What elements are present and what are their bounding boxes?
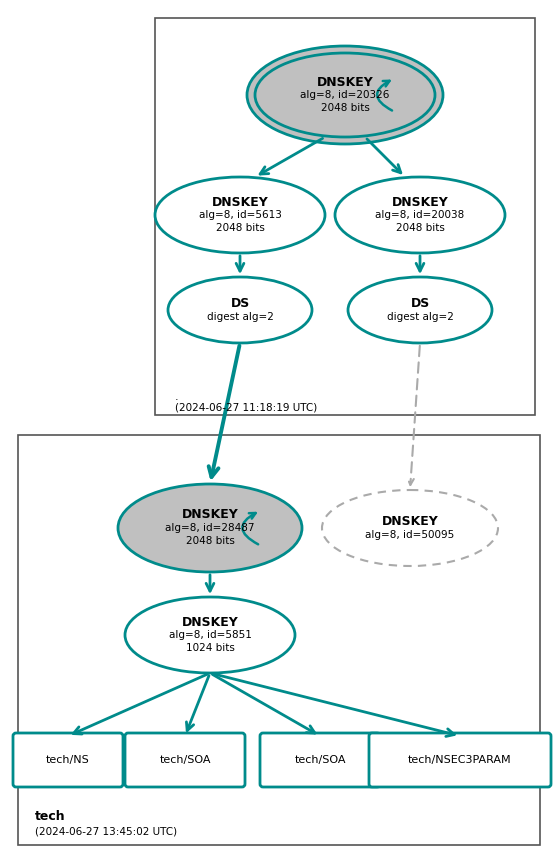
Text: DNSKEY: DNSKEY xyxy=(392,195,448,208)
Text: 2048 bits: 2048 bits xyxy=(216,223,265,233)
Ellipse shape xyxy=(168,277,312,343)
Text: alg=8, id=20038: alg=8, id=20038 xyxy=(375,210,465,220)
Text: 2048 bits: 2048 bits xyxy=(185,536,234,546)
Ellipse shape xyxy=(155,177,325,253)
Text: tech/NSEC3PARAM: tech/NSEC3PARAM xyxy=(408,755,512,765)
Text: 2048 bits: 2048 bits xyxy=(321,103,369,113)
Text: DNSKEY: DNSKEY xyxy=(316,75,373,88)
Ellipse shape xyxy=(348,277,492,343)
Text: DNSKEY: DNSKEY xyxy=(212,195,268,208)
Text: digest alg=2: digest alg=2 xyxy=(387,311,453,322)
Text: DS: DS xyxy=(231,297,250,310)
Text: tech/NS: tech/NS xyxy=(46,755,90,765)
Text: .: . xyxy=(175,392,179,402)
Ellipse shape xyxy=(255,53,435,137)
Text: alg=8, id=5613: alg=8, id=5613 xyxy=(198,210,281,220)
Ellipse shape xyxy=(118,484,302,572)
Ellipse shape xyxy=(247,46,443,144)
Text: alg=8, id=28487: alg=8, id=28487 xyxy=(165,523,255,533)
Bar xyxy=(18,435,540,845)
Ellipse shape xyxy=(335,177,505,253)
FancyBboxPatch shape xyxy=(260,733,380,787)
Text: alg=8, id=50095: alg=8, id=50095 xyxy=(365,529,455,540)
Text: tech: tech xyxy=(35,810,66,823)
Ellipse shape xyxy=(322,490,498,566)
Bar xyxy=(155,18,535,415)
FancyBboxPatch shape xyxy=(369,733,551,787)
Text: digest alg=2: digest alg=2 xyxy=(207,311,273,322)
FancyBboxPatch shape xyxy=(125,733,245,787)
Text: (2024-06-27 13:45:02 UTC): (2024-06-27 13:45:02 UTC) xyxy=(35,827,177,837)
Text: DNSKEY: DNSKEY xyxy=(182,509,238,522)
FancyBboxPatch shape xyxy=(13,733,123,787)
Text: 2048 bits: 2048 bits xyxy=(395,223,444,233)
Text: DS: DS xyxy=(411,297,429,310)
Text: tech/SOA: tech/SOA xyxy=(294,755,346,765)
Text: alg=8, id=5851: alg=8, id=5851 xyxy=(169,630,251,640)
Text: 1024 bits: 1024 bits xyxy=(185,643,234,653)
Text: (2024-06-27 11:18:19 UTC): (2024-06-27 11:18:19 UTC) xyxy=(175,402,317,412)
Text: DNSKEY: DNSKEY xyxy=(182,616,238,629)
Text: alg=8, id=20326: alg=8, id=20326 xyxy=(300,90,390,100)
Ellipse shape xyxy=(125,597,295,673)
Text: tech/SOA: tech/SOA xyxy=(159,755,211,765)
Text: DNSKEY: DNSKEY xyxy=(382,515,438,528)
